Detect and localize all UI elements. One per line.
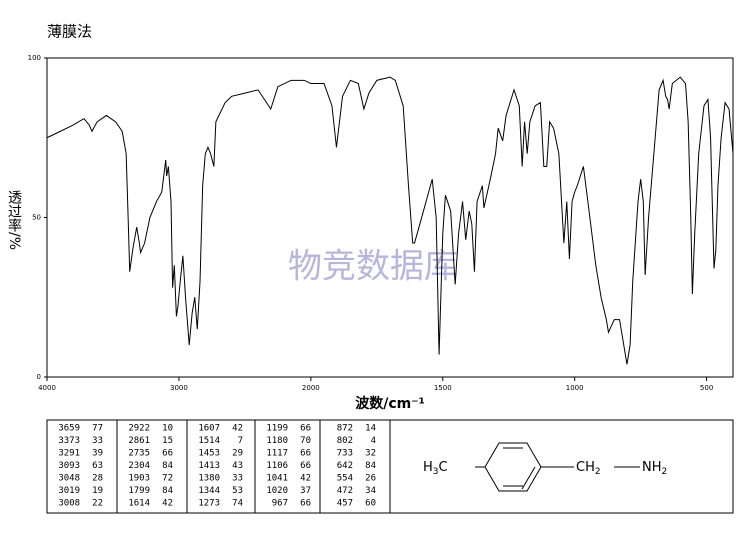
peak-wavenumber: 3008 <box>58 499 80 509</box>
peak-transmittance: 66 <box>300 461 311 471</box>
x-axis-label: 波数/cm⁻¹ <box>355 395 425 412</box>
peak-transmittance: 39 <box>92 449 103 459</box>
peak-wavenumber: 1607 <box>198 424 220 434</box>
peak-transmittance: 33 <box>232 474 243 484</box>
peak-wavenumber: 472 <box>337 486 353 496</box>
x-tick-label: 3000 <box>170 384 188 392</box>
peak-wavenumber: 1903 <box>128 474 150 484</box>
peak-wavenumber: 1180 <box>266 436 288 446</box>
peak-transmittance: 33 <box>92 436 103 446</box>
peak-transmittance: 42 <box>300 474 311 484</box>
methyl-label: H3C <box>423 460 448 477</box>
peak-transmittance: 66 <box>300 449 311 459</box>
peak-wavenumber: 3048 <box>58 474 80 484</box>
peak-transmittance: 37 <box>300 486 311 496</box>
peak-transmittance: 77 <box>92 424 103 434</box>
peak-wavenumber: 642 <box>337 461 353 471</box>
methylene-label: CH2 <box>576 460 601 477</box>
peak-wavenumber: 733 <box>337 449 353 459</box>
structure <box>475 442 640 492</box>
peak-wavenumber: 1041 <box>266 474 288 484</box>
peak-transmittance: 26 <box>365 474 376 484</box>
peak-wavenumber: 1799 <box>128 486 150 496</box>
peak-wavenumber: 967 <box>272 499 288 509</box>
peak-transmittance: 29 <box>232 449 243 459</box>
peak-transmittance: 63 <box>92 461 103 471</box>
peak-wavenumber: 3373 <box>58 436 80 446</box>
peak-transmittance: 14 <box>365 424 376 434</box>
peak-wavenumber: 1199 <box>266 424 288 434</box>
peak-wavenumber: 1344 <box>198 486 220 496</box>
peak-transmittance: 84 <box>162 461 173 471</box>
peak-wavenumber: 2922 <box>128 424 150 434</box>
peak-wavenumber: 2735 <box>128 449 150 459</box>
watermark: 物竞数据库 <box>288 247 458 287</box>
peak-transmittance: 19 <box>92 486 103 496</box>
x-tick-label: 4000 <box>38 384 56 392</box>
benzene-ring <box>484 442 542 492</box>
peak-wavenumber: 3291 <box>58 449 80 459</box>
x-tick-label: 1500 <box>434 384 452 392</box>
y-tick-label: 0 <box>37 373 41 381</box>
peak-transmittance: 60 <box>365 499 376 509</box>
bond <box>521 466 536 490</box>
peak-wavenumber: 1514 <box>198 436 220 446</box>
peak-wavenumber: 1273 <box>198 499 220 509</box>
peak-transmittance: 72 <box>162 474 173 484</box>
peak-transmittance: 42 <box>232 424 243 434</box>
peak-transmittance: 22 <box>92 499 103 509</box>
peak-transmittance: 84 <box>365 461 376 471</box>
peak-transmittance: 84 <box>162 486 173 496</box>
peak-wavenumber: 1614 <box>128 499 150 509</box>
spectrum-line <box>46 76 734 365</box>
peak-wavenumber: 3659 <box>58 424 80 434</box>
peak-transmittance: 43 <box>232 461 243 471</box>
peak-wavenumber: 457 <box>337 499 353 509</box>
peak-wavenumber: 1020 <box>266 486 288 496</box>
peak-wavenumber: 554 <box>337 474 353 484</box>
peak-wavenumber: 2861 <box>128 436 150 446</box>
peak-transmittance: 7 <box>238 436 243 446</box>
x-tick-label: 2000 <box>302 384 320 392</box>
x-tick-label: 500 <box>700 384 713 392</box>
peak-wavenumber: 3093 <box>58 461 80 471</box>
peak-wavenumber: 1380 <box>198 474 220 484</box>
peak-transmittance: 70 <box>300 436 311 446</box>
peak-transmittance: 34 <box>365 486 376 496</box>
peak-wavenumber: 872 <box>337 424 353 434</box>
peak-wavenumber: 2304 <box>128 461 150 471</box>
peak-transmittance: 32 <box>365 449 376 459</box>
amine-label: NH2 <box>642 460 667 477</box>
x-tick-label: 1000 <box>566 384 584 392</box>
peak-transmittance: 53 <box>232 486 243 496</box>
peak-wavenumber: 802 <box>337 436 353 446</box>
peak-transmittance: 66 <box>162 449 173 459</box>
peak-transmittance: 10 <box>162 424 173 434</box>
peak-wavenumber: 3019 <box>58 486 80 496</box>
peak-transmittance: 66 <box>300 424 311 434</box>
peak-transmittance: 4 <box>371 436 376 446</box>
y-tick-label: 50 <box>32 214 41 222</box>
chart-title: 薄膜法 <box>47 23 92 41</box>
y-tick-label: 100 <box>28 54 41 62</box>
peak-wavenumber: 1106 <box>266 461 288 471</box>
peak-wavenumber: 1453 <box>198 449 220 459</box>
peak-transmittance: 74 <box>232 499 243 509</box>
peak-wavenumber: 1413 <box>198 461 220 471</box>
peak-transmittance: 28 <box>92 474 103 484</box>
peak-transmittance: 15 <box>162 436 173 446</box>
peak-wavenumber: 1117 <box>266 449 288 459</box>
peak-transmittance: 66 <box>300 499 311 509</box>
y-axis-label: 透过率/% <box>6 190 22 250</box>
peak-transmittance: 42 <box>162 499 173 509</box>
